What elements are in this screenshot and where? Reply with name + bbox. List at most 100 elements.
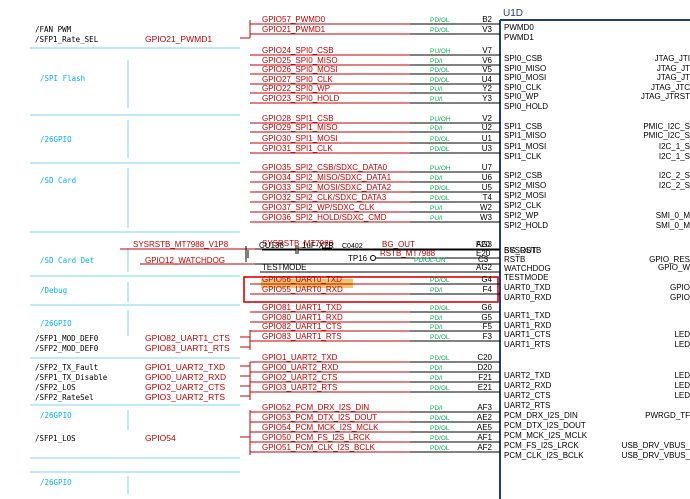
left-annotation: /SFP1_MOD_DEF0 xyxy=(35,334,99,343)
pin-row: GPIO26_SPI0_MOSI PD/OL V5 SPI0_MOSI JTAG_JT xyxy=(250,65,690,82)
left-annotation: GPIO3_UART2_RTS xyxy=(145,392,225,402)
chip-right-signal: PWRGD_TF xyxy=(645,411,690,420)
gpio-net-label: GPIO32_SPI2_CLK/SDXC_DATA3 xyxy=(262,193,387,202)
chip-signal-name: UART1_RTS xyxy=(504,340,550,349)
chip-signal-name: SPI1_MISO xyxy=(504,131,546,140)
chip-right-signal: JTAG_JT xyxy=(657,73,690,82)
gpio-net-label: GPIO24_SPI0_CSB xyxy=(262,46,334,55)
pin-number: V7 xyxy=(482,46,492,55)
gpio-net-label: GPIO22_SPI0_WP xyxy=(262,84,330,93)
chip-signal-name: SPI0_CLK xyxy=(504,83,542,92)
pin-row: GPIO2_UART2_CTS PD/I F21 UART2_RXD LED xyxy=(250,373,690,390)
gpio-net-label: GPIO34_SPI2_MISO/SDXC_DATA1 xyxy=(262,173,392,182)
chip-right-signal: JTAG_JT xyxy=(657,64,690,73)
chip-right-signal: PMIC_I2C_S xyxy=(643,122,690,131)
pin-number: U5 xyxy=(482,183,493,192)
io-type-label: PD/OL xyxy=(430,195,450,202)
pin-number: D20 xyxy=(477,363,492,372)
left-annotation: GPIO83_UART1_RTS xyxy=(145,343,230,353)
io-type-label: PU/OH xyxy=(430,165,451,172)
gpio-net-label: GPIO0_UART2_RXD xyxy=(262,363,339,372)
gpio-net-label: GPIO51_PCM_CLK_I2S_BCLK xyxy=(262,443,376,452)
io-type-label: PD/OL xyxy=(430,27,450,34)
gpio-net-label: GPIO26_SPI0_MOSI xyxy=(262,65,338,74)
gpio-net-label: GPIO53_PCM_DTX_I2S_DOUT xyxy=(262,413,377,422)
pin-row: GPIO3_UART2_RTS PD/OL E21 UART2_CTS LED xyxy=(250,383,690,400)
pin-number: U7 xyxy=(482,163,493,172)
bgout-sig: BG_OUT xyxy=(504,246,537,255)
chip-right-signal: I2C_2_S xyxy=(659,181,690,190)
pin-row: GPIO50_PCM_FS_I2S_LRCK PD/OL AF1 PCM_FS_I2S… xyxy=(250,433,690,450)
left-annotation: /SFP2_RateSel xyxy=(35,393,94,402)
io-type-label: PU/OH xyxy=(430,116,451,123)
left-annotation: GPIO21_PWMD1 xyxy=(145,34,212,44)
io-type-label: PD/OL xyxy=(430,334,450,341)
pin-number: G4 xyxy=(481,275,492,284)
bgout-right: GPIO_W xyxy=(658,263,690,272)
chip-signal-name: PCM_DTX_I2S_DOUT xyxy=(504,421,586,430)
chip-signal-name: UART0_RXD xyxy=(504,293,552,302)
testmode-sig: TESTMODE xyxy=(504,273,548,282)
pin-number: V2 xyxy=(482,114,492,123)
chip-signal-name: SPI1_CSB xyxy=(504,122,542,131)
left-annotation: /26GPIO xyxy=(40,411,72,420)
gpio-net-label: GPIO29_SPI1_MISO xyxy=(262,123,338,132)
io-type-label: PU/I xyxy=(430,96,443,103)
pin-row: GPIO29_SPI1_MISO PD/I U2 SPI1_MISO PMIC_I2C_… xyxy=(250,123,690,140)
pin-row: GPIO52_PCM_DRX_I2S_DIN PD/I AF3 PCM_DRX_I2S… xyxy=(250,403,690,420)
gpio-net-label: GPIO30_SPI1_MOSI xyxy=(262,134,338,143)
pin-number: V3 xyxy=(482,25,492,34)
io-type-label: PD/OL xyxy=(430,385,450,392)
chip-signal-name: PCM_FS_I2S_LRCK xyxy=(504,441,579,450)
pin-row: GPIO23_SPI0_HOLD PU/I Y3 SPI0_HOLD xyxy=(250,94,548,111)
sysrstb-pin: AG3 xyxy=(476,240,493,249)
io-type-label: PD/I xyxy=(430,175,443,182)
pin-number: G6 xyxy=(481,303,492,312)
pin-number: V5 xyxy=(482,65,492,74)
io-type-label: PU/OH xyxy=(430,48,451,55)
uart0-highlight-box xyxy=(243,276,499,303)
gpio-net-label: GPIO83_UART1_RTS xyxy=(262,332,342,341)
chip-signal-name: SPI1_CLK xyxy=(504,152,542,161)
chip-signal-name: PCM_MCK_I2S_MCLK xyxy=(504,431,588,440)
pin-number: AF3 xyxy=(477,403,492,412)
pin-number: U1 xyxy=(482,134,493,143)
cap-package: C0402 xyxy=(342,243,363,250)
chip-right-signal: USB_DRV_VBUS_ xyxy=(622,441,690,450)
left-annotation: GPIO0_UART2_RXD xyxy=(145,372,226,382)
testmode-pin: AG2 xyxy=(476,263,493,272)
chip-right-signal: USB_DRV_VBUS_ xyxy=(622,451,690,460)
chip-signal-name: UART1_CTS xyxy=(504,330,551,339)
pin-number: U2 xyxy=(482,123,493,132)
pin-number: G5 xyxy=(481,313,492,322)
pin-row: GPIO80_UART1_RXD PD/I G5 UART1_RXD xyxy=(250,313,552,330)
chip-right-signal: JTAG_JTI xyxy=(655,54,690,63)
gpio-net-label: GPIO80_UART1_RXD xyxy=(262,313,343,322)
pin-row: GPIO51_PCM_CLK_I2S_BCLK PD/OL AF2 PCM_CLK_I… xyxy=(250,443,690,460)
io-type-label: PU/I xyxy=(430,86,443,93)
pin-row: GPIO83_UART1_RTS PD/OL F3 UART1_RTS LED xyxy=(250,332,690,349)
pin-row: GPIO34_SPI2_MISO/SDXC_DATA1 PD/I U6 SPI2_MI… xyxy=(250,173,690,190)
chip-signal-name: PWMD0 xyxy=(504,23,534,32)
pin-number: AE5 xyxy=(477,423,493,432)
pin-number: W3 xyxy=(480,213,493,222)
chip-right-signal: I2C_1_S xyxy=(659,142,690,151)
rstb-right: GPIO_RES xyxy=(649,255,690,264)
rstb-label: RSTB_MT7988 xyxy=(380,249,436,258)
pin-row: GPIO57_PWMD0 PD/OL B2 PWMD0 xyxy=(250,15,534,32)
gpio-net-label: GPIO23_SPI0_HOLD xyxy=(262,94,340,103)
left-annotation: /26GPIO xyxy=(40,478,72,487)
io-type-label: PD/OL xyxy=(430,17,450,24)
left-annotation: /SFP2_MOD_DEF0 xyxy=(35,344,99,353)
pin-number: AF2 xyxy=(477,443,492,452)
io-type-label: PD/I xyxy=(430,405,443,412)
gpio-net-label: GPIO1_UART2_TXD xyxy=(262,353,338,362)
gpio-net-label: GPIO37_SPI2_WP/SDXC_CLK xyxy=(262,203,375,212)
io-type-label: PD/I xyxy=(430,365,443,372)
cap-ref: CU138 xyxy=(259,241,284,250)
pin-number: U3 xyxy=(482,144,493,153)
chip-right-signal: GPIO xyxy=(670,283,690,292)
watchdog-sig: WATCHDOG xyxy=(504,264,551,273)
io-type-label: PD/I xyxy=(430,315,443,322)
